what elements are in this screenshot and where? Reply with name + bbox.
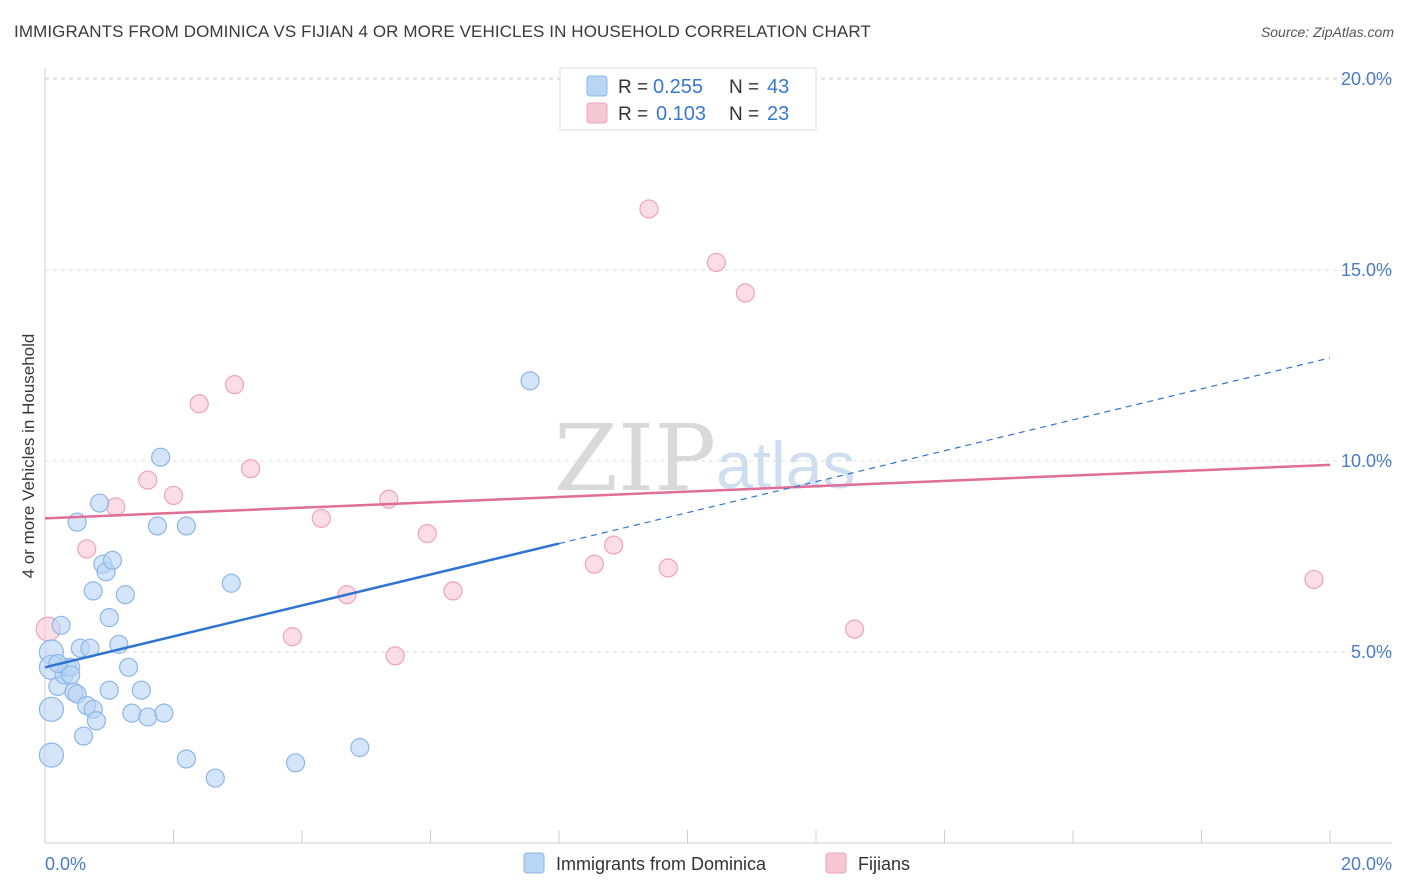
x-axis-ticks <box>44 830 1331 843</box>
dominica-point-33 <box>151 447 171 467</box>
y-tick-labels: 5.0% 10.0% 15.0% 20.0% <box>1341 69 1392 662</box>
source-credit: Source: ZipAtlas.com <box>1260 24 1394 40</box>
dominica-point-2 <box>38 696 65 722</box>
fijians-point-20 <box>735 283 755 303</box>
bottom-legend-swatch-dominica <box>523 852 545 874</box>
trend-lines <box>44 357 1331 669</box>
dominica-point-34 <box>154 703 174 723</box>
dominica-point-5 <box>51 615 71 635</box>
dominica-point-39 <box>285 753 306 773</box>
y-tick-label-2: 15.0% <box>1341 260 1392 280</box>
dominica-trend-line <box>44 542 560 669</box>
fijians-point-17 <box>639 199 659 219</box>
series-fijians-points <box>35 199 1324 666</box>
legend-box: R = 0.255 N = 43 R = 0.103 N = 23 <box>559 67 817 131</box>
dominica-point-19 <box>86 711 107 731</box>
bottom-legend-swatch-fijians <box>825 852 847 874</box>
fijians-trend-line <box>44 463 1331 520</box>
x-tick-label-min: 0.0% <box>45 854 86 874</box>
dominica-point-1 <box>38 742 65 768</box>
bottom-legend: Immigrants from Dominica Fijians <box>523 852 910 874</box>
dominica-point-14 <box>73 726 94 746</box>
dominica-point-25 <box>102 550 123 570</box>
legend-n-label-blue: N = <box>729 77 759 98</box>
fijians-point-13 <box>417 524 437 544</box>
series-dominica-points <box>38 371 540 788</box>
legend-r-label-pink: R = <box>618 104 648 125</box>
dominica-point-41 <box>520 371 540 391</box>
y-tick-label-0: 5.0% <box>1351 642 1392 662</box>
y-tick-label-1: 10.0% <box>1341 451 1392 471</box>
fijians-point-4 <box>163 485 184 506</box>
bottom-legend-label-fijians: Fijians <box>858 854 910 874</box>
legend-swatch-blue <box>586 75 608 97</box>
legend-n-label-pink: N = <box>729 104 759 125</box>
dominica-point-27 <box>115 585 135 605</box>
legend-r-value-blue: 0.255 <box>653 76 703 98</box>
dominica-point-20 <box>90 493 110 513</box>
legend-n-value-blue: 43 <box>767 76 789 98</box>
fijians-point-1 <box>77 539 97 559</box>
fijians-point-18 <box>658 558 678 578</box>
fijians-point-3 <box>138 470 158 490</box>
dominica-point-35 <box>176 516 196 536</box>
fijians-point-12 <box>385 646 405 666</box>
dominica-point-17 <box>83 581 103 601</box>
dominica-point-38 <box>221 573 241 593</box>
fijians-point-19 <box>706 252 727 273</box>
dominica-point-24 <box>99 680 119 700</box>
x-tick-label-max: 20.0% <box>1341 854 1392 874</box>
chart-title: IMMIGRANTS FROM DOMINICA VS FIJIAN 4 OR … <box>14 22 871 41</box>
y-axis-title: 4 or more Vehicles in Household <box>19 334 38 579</box>
dominica-point-29 <box>122 703 142 723</box>
dominica-point-31 <box>138 707 158 727</box>
fijians-point-5 <box>189 394 209 414</box>
dominica-point-36 <box>176 749 196 769</box>
legend-r-label-blue: R = <box>618 77 648 98</box>
fijians-point-21 <box>844 619 865 639</box>
legend-r-value-pink: 0.103 <box>656 103 706 125</box>
gridlines <box>45 77 1392 653</box>
dominica-point-40 <box>350 737 370 758</box>
fijians-point-8 <box>282 627 302 647</box>
dominica-point-30 <box>131 680 151 700</box>
fijians-point-2 <box>106 497 126 517</box>
dominica-point-37 <box>205 768 225 788</box>
dominica-trend-extension <box>558 357 1331 545</box>
fijians-point-16 <box>604 535 624 555</box>
fijians-point-14 <box>443 581 463 601</box>
bottom-legend-label-dominica: Immigrants from Dominica <box>556 854 767 874</box>
dominica-point-32 <box>147 516 168 536</box>
fijians-point-9 <box>311 508 331 528</box>
dominica-point-23 <box>99 608 119 628</box>
y-tick-label-3: 20.0% <box>1341 69 1392 89</box>
fijians-point-22 <box>1304 569 1324 590</box>
fijians-point-7 <box>241 459 261 479</box>
legend-n-value-pink: 23 <box>767 103 789 125</box>
watermark-atlas: atlas <box>716 428 855 502</box>
legend-swatch-pink <box>586 102 608 124</box>
fijians-point-6 <box>224 375 245 395</box>
dominica-point-28 <box>118 657 139 677</box>
fijians-point-15 <box>584 554 604 574</box>
